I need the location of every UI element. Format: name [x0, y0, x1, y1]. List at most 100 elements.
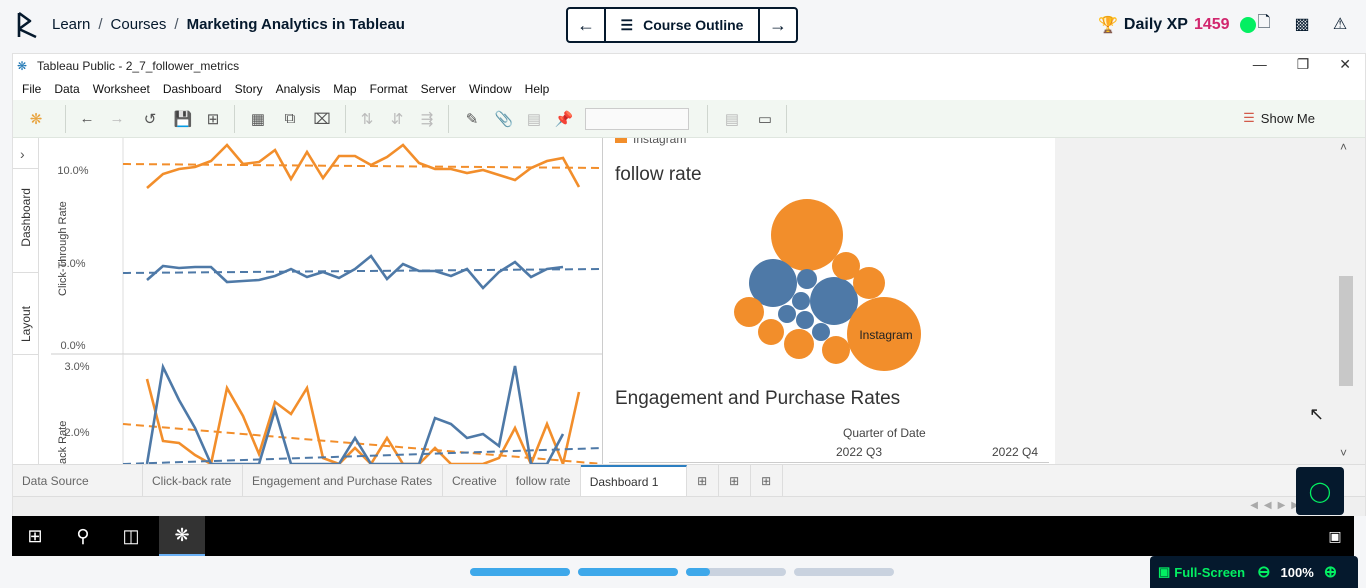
duplicate-sheet-icon[interactable]: ⧉: [284, 110, 296, 127]
zoom-in-icon[interactable]: ⊕: [1323, 564, 1338, 581]
swap-icon[interactable]: ⇅: [360, 110, 374, 128]
show-cards-icon[interactable]: ▤: [724, 110, 740, 128]
fullscreen-controls: ▣ Full-Screen ⊖ 100% ⊕: [1150, 556, 1358, 588]
bubble[interactable]: [771, 199, 843, 271]
bubble[interactable]: [778, 305, 796, 323]
redo-icon[interactable]: →: [109, 110, 125, 127]
presentation-mode-icon[interactable]: ▭: [757, 110, 773, 128]
new-worksheet-tab-icon[interactable]: ⊞: [687, 464, 719, 497]
fit-select[interactable]: [585, 107, 689, 130]
breadcrumb-course-title[interactable]: Marketing Analytics in Tableau: [186, 16, 405, 33]
chevron-right-icon[interactable]: ›: [20, 146, 25, 162]
breadcrumb-learn[interactable]: Learn: [52, 16, 91, 33]
toolbar-divider: [345, 104, 346, 133]
menu-item-file[interactable]: File: [22, 82, 42, 96]
vertical-scrollbar[interactable]: ˄ ˅: [1335, 138, 1365, 464]
bubble[interactable]: [734, 297, 764, 327]
show-me-button[interactable]: ☰ Show Me: [1243, 110, 1315, 126]
bubble[interactable]: [810, 277, 858, 325]
bubble[interactable]: [792, 292, 810, 310]
ctr-series-instagram: [146, 143, 581, 189]
close-icon[interactable]: ✕: [1339, 56, 1351, 72]
menu-item-format[interactable]: Format: [369, 82, 408, 96]
zoom-controls: ⊖ 100% ⊕: [1257, 562, 1337, 582]
bubble[interactable]: [784, 329, 814, 359]
sheet-tab[interactable]: follow rate: [507, 464, 581, 497]
group-icon[interactable]: 📎: [494, 110, 514, 128]
fullscreen-button[interactable]: ▣ Full-Screen: [1158, 564, 1245, 580]
chevron-up-icon[interactable]: ˄: [1340, 140, 1348, 154]
menu-item-window[interactable]: Window: [468, 82, 512, 96]
mouse-cursor-icon: ↖: [1309, 404, 1325, 424]
sort-descending-icon[interactable]: ⇶: [420, 110, 434, 128]
previous-button[interactable]: ←: [568, 9, 604, 41]
bubble[interactable]: [832, 252, 860, 280]
tab-layout[interactable]: Layout: [19, 306, 33, 343]
click-through-chart: [122, 143, 602, 290]
new-data-source-icon[interactable]: ⊞: [206, 110, 220, 128]
progress-bar: [470, 568, 570, 576]
bubble[interactable]: [853, 267, 885, 299]
replay-icon[interactable]: ↺: [143, 110, 157, 128]
chevron-down-icon[interactable]: ˅: [1340, 446, 1348, 460]
menu-item-story[interactable]: Story: [234, 82, 263, 96]
bubble-instagram[interactable]: [847, 297, 921, 371]
bubble[interactable]: [749, 259, 797, 307]
highlight-icon[interactable]: ✎: [465, 110, 479, 128]
menu-item-worksheet[interactable]: Worksheet: [92, 82, 150, 96]
clear-sheet-icon[interactable]: ⌧: [313, 110, 331, 128]
engagement-title: Engagement and Purchase Rates: [615, 388, 901, 409]
restore-icon[interactable]: ❐: [1296, 56, 1310, 72]
video-icon[interactable]: ▩: [1294, 16, 1310, 33]
ctr-axis-label: Click-Through Rate: [57, 201, 69, 296]
pin-icon[interactable]: 📌: [554, 110, 574, 128]
scrollbar-thumb[interactable]: [1339, 276, 1353, 386]
sort-ascending-icon[interactable]: ⇵: [390, 110, 404, 128]
course-outline-button[interactable]: ☰ Course Outline: [604, 9, 760, 41]
document-icon[interactable]: 🗋: [1257, 13, 1271, 31]
menu-item-analysis[interactable]: Analysis: [275, 82, 321, 96]
sheet-tab-label: Engagement and Purchase Rates: [252, 473, 433, 488]
tableau-taskbar-icon[interactable]: ❋: [159, 516, 205, 556]
sheet-tab[interactable]: Engagement and Purchase Rates: [243, 464, 443, 497]
task-view-icon[interactable]: ◫: [122, 525, 140, 546]
new-story-tab-icon[interactable]: ⊞: [751, 464, 783, 497]
breadcrumb-courses[interactable]: Courses: [110, 16, 167, 33]
sheet-nav-arrows[interactable]: ◀◀▶▶: [1250, 500, 1305, 511]
sheet-tab[interactable]: Dashboard 1: [580, 464, 687, 497]
sheet-tab[interactable]: Click-back rate: [143, 464, 243, 497]
sheet-tab[interactable]: Creative: [443, 464, 507, 497]
bubble[interactable]: [797, 269, 817, 289]
undo-icon[interactable]: ←: [79, 110, 95, 127]
bubble[interactable]: [796, 311, 814, 329]
menu-item-map[interactable]: Map: [333, 82, 357, 96]
new-dashboard-tab-icon[interactable]: ⊞: [719, 464, 751, 497]
bubble[interactable]: [758, 319, 784, 345]
notification-icon[interactable]: ▣: [1328, 527, 1342, 544]
zoom-out-icon[interactable]: ⊖: [1257, 564, 1271, 581]
tableau-logo-icon[interactable]: ❋: [29, 110, 43, 128]
bubble[interactable]: [812, 323, 830, 341]
daily-xp[interactable]: 🏆 Daily XP 1459: [1098, 15, 1256, 35]
menu-item-server[interactable]: Server: [420, 82, 456, 96]
datacamp-logo[interactable]: [16, 11, 40, 39]
menu-item-data[interactable]: Data: [54, 82, 80, 96]
menu-item-help[interactable]: Help: [524, 82, 550, 96]
cbr-tick: 3.0%: [64, 361, 89, 373]
hint-button[interactable]: ◯: [1296, 467, 1344, 515]
menu-item-dashboard[interactable]: Dashboard: [162, 82, 222, 96]
progress-fill: [470, 568, 570, 576]
labels-icon[interactable]: ▤: [526, 110, 542, 128]
search-icon[interactable]: ⚲: [76, 525, 90, 546]
dashboard-left-pane: Click-Through Rate 10.0% 5.0% 0.0% ack R…: [39, 138, 603, 464]
new-worksheet-icon[interactable]: ▦: [250, 110, 266, 128]
next-button[interactable]: →: [760, 9, 796, 41]
windows-start-icon[interactable]: ⊞: [27, 525, 43, 546]
warning-icon[interactable]: ⚠: [1332, 16, 1348, 33]
sheet-tab[interactable]: Data Source: [13, 464, 143, 497]
bubble[interactable]: [822, 336, 850, 364]
tab-dashboard[interactable]: Dashboard: [19, 188, 33, 247]
save-icon[interactable]: 💾: [173, 110, 193, 128]
window-titlebar: ❋ Tableau Public - 2_7_follower_metrics …: [13, 54, 1365, 78]
minimize-icon[interactable]: —: [1252, 56, 1267, 72]
